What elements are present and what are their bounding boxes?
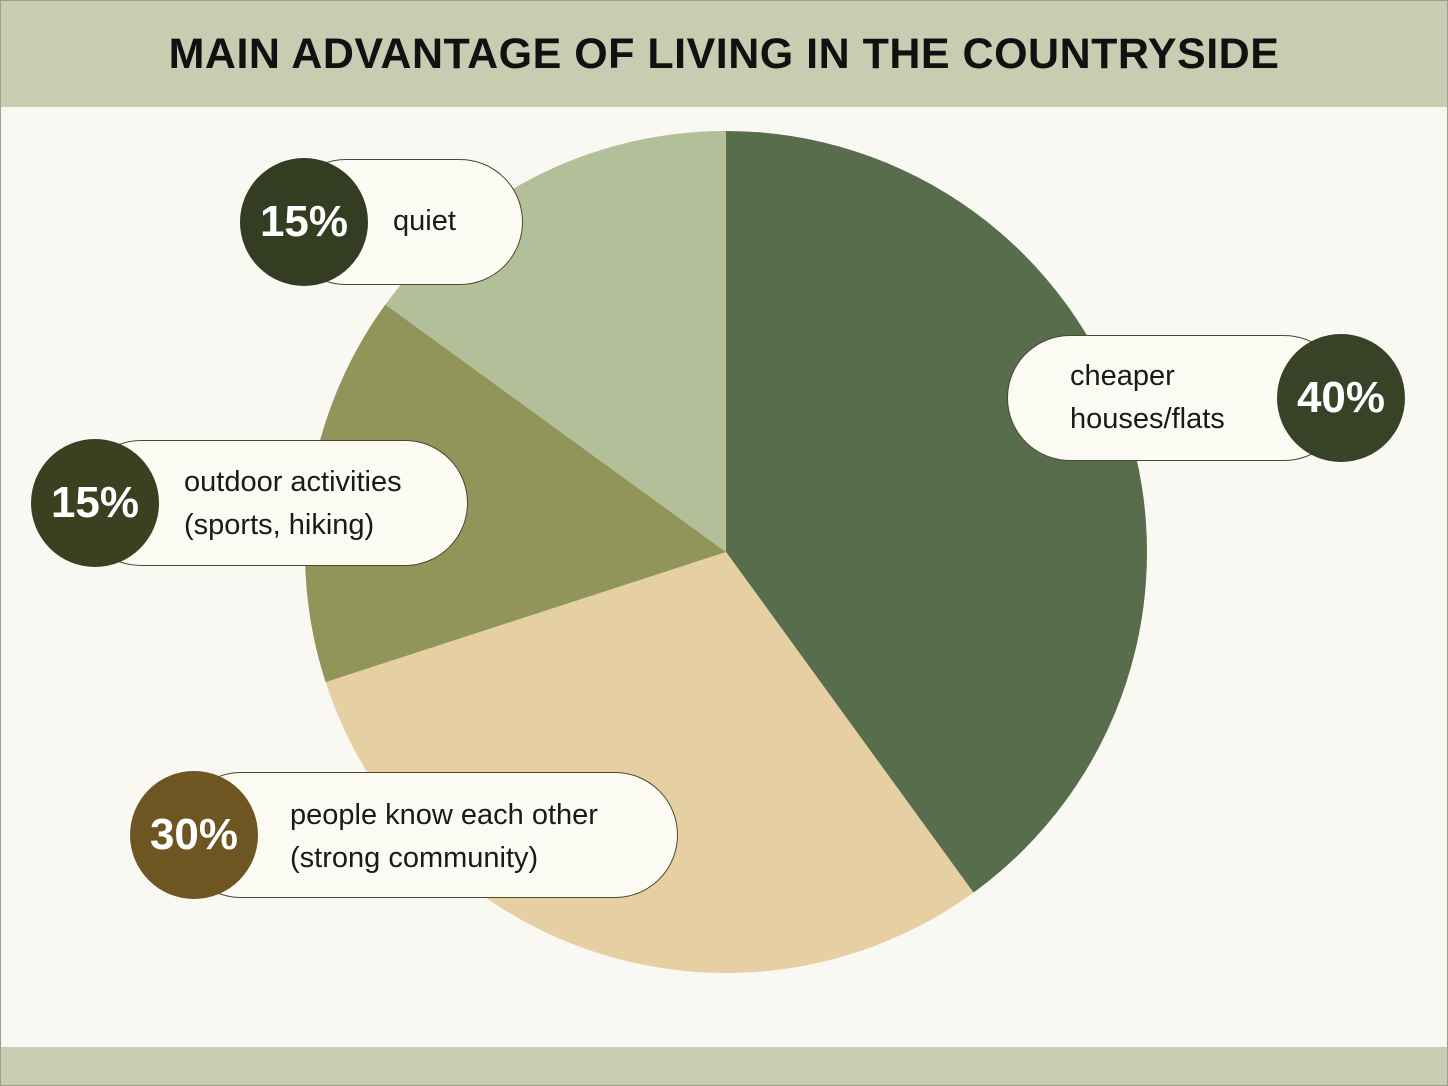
chart-title: MAIN ADVANTAGE OF LIVING IN THE COUNTRYS… [168,29,1280,78]
label-line: (strong community) [290,842,539,874]
label-line: outdoor activities [184,466,402,498]
label-line: (sports, hiking) [184,509,375,541]
percent-badge-cheaper-houses: 40% [1277,334,1405,462]
callout-strong-community [178,772,678,898]
percent-badge-strong-community: 30% [130,771,258,899]
percent-badge-quiet: 15% [240,158,368,286]
percent-badge-outdoor-activities: 15% [31,439,159,567]
footer-band [1,1047,1447,1085]
label-line: houses/flats [1070,403,1225,435]
pie-slice-cheaper-houses [726,131,1148,893]
label-strong-community: people know each other (strong community… [290,794,598,880]
label-line: people know each other [290,799,598,831]
pie-slice-outdoor-activities [305,304,726,683]
label-cheaper-houses: cheaper houses/flats [1070,355,1225,441]
label-line: quiet [393,205,456,237]
label-quiet: quiet [393,200,456,243]
title-band: MAIN ADVANTAGE OF LIVING IN THE COUNTRYS… [1,1,1447,107]
label-line: cheaper [1070,360,1175,392]
label-outdoor-activities: outdoor activities (sports, hiking) [184,461,402,547]
